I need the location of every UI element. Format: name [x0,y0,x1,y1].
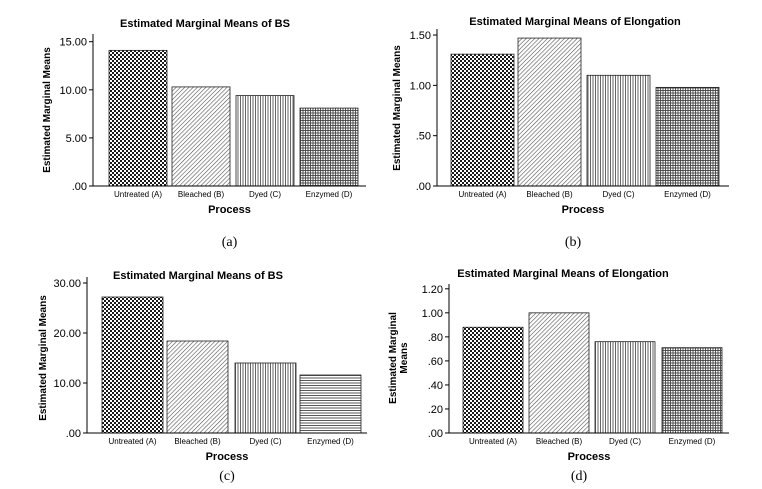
bar-2 [166,340,229,434]
x-tick-label: Bleached (B) [178,190,225,199]
bar-2 [517,37,582,187]
y-axis-label: Estimated Marginal Means [42,47,53,173]
x-tick-label: Enzymed (D) [664,190,711,199]
x-tick-label: Untreated (A) [469,437,517,446]
x-tick-label: Untreated (A) [108,437,156,446]
x-tick-label: Enzymed (D) [669,437,716,446]
y-tick-label: 15.00 [59,37,87,49]
bar-3 [586,74,651,187]
y-tick-label: .00 [72,181,87,193]
x-tick-label: Dyed (C) [249,190,281,199]
bar-1 [462,326,524,434]
chart-title: Estimated Marginal Means of Elongation [457,268,669,280]
chart-a: Estimated Marginal Means of BS .00 5.00 10.… [42,18,366,250]
bar-2 [528,312,590,434]
bar-4 [661,347,723,434]
bar-4 [299,374,362,434]
bar-3 [594,341,656,434]
bar-3 [235,95,295,187]
y-tick-label: .50 [416,131,431,143]
y-tick-label: .60 [428,356,443,368]
x-tick-label: Untreated (A) [114,190,162,199]
x-tick-label: Bleached (B) [526,190,573,199]
chart-d: Estimated Marginal Means of Elongation .0… [388,268,729,484]
y-tick-label: .80 [428,332,443,344]
panel-caption: (d) [571,469,588,484]
x-axis-label: Process [562,204,605,216]
panel-caption: (c) [219,469,235,484]
x-tick-label: Dyed (C) [609,437,641,446]
x-tick-label: Untreated (A) [458,190,506,199]
bar-1 [108,49,168,187]
y-tick-label: .00 [428,428,443,440]
bar-2 [171,86,231,187]
chart-c: Estimated Marginal Means of BS .00 10.00 20… [38,270,367,484]
x-tick-label: Enzymed (D) [307,437,354,446]
panel-caption: (a) [222,235,238,250]
chart-title: Estimated Marginal Means of BS [120,18,290,30]
x-tick-label: Enzymed (D) [306,190,353,199]
y-tick-label: 30.00 [53,278,81,290]
x-axis-label: Process [208,204,251,216]
y-tick-label: 5.00 [66,133,87,145]
bar-1 [450,53,515,187]
y-tick-label: 20.00 [53,328,81,340]
y-tick-label: .00 [66,428,81,440]
y-tick-label: 1.00 [422,308,443,320]
y-tick-label: 1.20 [422,284,443,296]
x-tick-label: Bleached (B) [536,437,583,446]
y-tick-label: 1.50 [410,30,431,42]
bar-4 [655,86,720,187]
x-axis-label: Process [206,451,249,463]
y-axis-label: Estimated Marginal Means [38,295,49,421]
y-tick-label: 10.00 [59,85,87,97]
chart-title: Estimated Marginal Means of BS [113,270,283,282]
chart-b: Estimated Marginal Means of Elongation .0… [392,16,729,250]
y-axis-label: Estimated MarginalMeans [388,312,410,404]
x-axis-label: Process [568,451,611,463]
y-tick-label: 1.00 [410,80,431,92]
x-tick-label: Bleached (B) [174,437,221,446]
y-tick-label: .40 [428,380,443,392]
bar-1 [101,296,164,434]
y-tick-label: .00 [416,181,431,193]
y-tick-label: 10.00 [53,378,81,390]
bar-3 [234,362,297,434]
bar-4 [299,107,359,187]
x-tick-label: Dyed (C) [249,437,281,446]
x-tick-label: Dyed (C) [602,190,634,199]
chart-title: Estimated Marginal Means of Elongation [469,16,681,28]
y-axis-label: Estimated Marginal Means [392,45,403,171]
y-tick-label: .20 [428,404,443,416]
panel-caption: (b) [565,235,582,250]
